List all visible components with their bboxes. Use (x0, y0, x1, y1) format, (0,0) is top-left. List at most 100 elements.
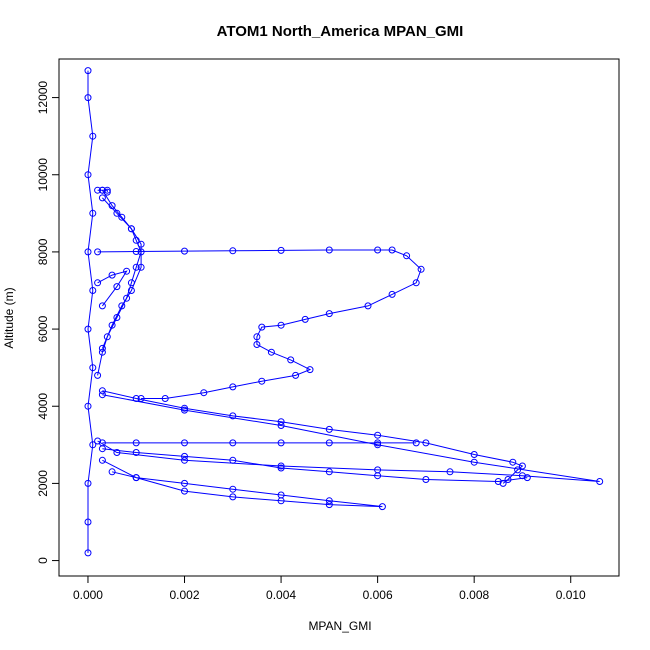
data-point (325, 439, 333, 447)
data-point (325, 310, 333, 318)
data-point (417, 265, 425, 273)
data-point (181, 439, 188, 447)
series-line (102, 459, 383, 508)
data-point (103, 333, 111, 341)
data-point (94, 186, 102, 194)
data-point (113, 283, 121, 291)
data-point (374, 441, 382, 449)
series-line (97, 270, 128, 307)
x-tick-label: 0.006 (363, 588, 393, 602)
data-point (325, 501, 333, 509)
series-11 (94, 267, 131, 310)
data-point (277, 491, 285, 499)
data-point (229, 247, 237, 255)
data-point (98, 387, 106, 395)
data-point (200, 389, 208, 397)
data-point (287, 356, 295, 364)
data-point (98, 344, 106, 352)
x-axis: 0.000 0.002 0.004 0.006 0.008 0.010 (73, 575, 586, 602)
data-point (325, 246, 333, 254)
data-point (132, 248, 140, 255)
data-point (378, 503, 386, 511)
data-point (89, 287, 97, 294)
x-axis-label: MPAN_GMI (308, 619, 371, 633)
series-3 (98, 387, 526, 487)
series-line (97, 249, 422, 399)
series-4 (94, 391, 604, 485)
data-point (84, 518, 92, 526)
y-tick-label: 8000 (36, 238, 50, 265)
data-point (108, 271, 116, 279)
data-point (108, 321, 116, 329)
data-point (84, 479, 92, 487)
data-point (118, 302, 126, 310)
data-point (374, 439, 382, 447)
data-point (446, 468, 454, 476)
data-point (103, 188, 111, 196)
y-tick-label: 2000 (36, 470, 50, 497)
data-point (132, 263, 140, 271)
data-point (98, 391, 106, 399)
x-tick-label: 0.002 (170, 588, 200, 602)
data-point (132, 474, 140, 482)
data-point (94, 437, 102, 445)
data-point (98, 439, 106, 447)
data-point (229, 439, 237, 447)
data-point (494, 478, 502, 485)
series-2 (94, 246, 425, 402)
data-point (229, 485, 237, 493)
data-point (103, 186, 111, 194)
series-line (87, 70, 94, 553)
data-point (277, 422, 285, 429)
data-point (470, 458, 478, 466)
data-point (137, 263, 145, 271)
data-point (229, 412, 237, 420)
data-point (118, 213, 126, 221)
data-point (518, 462, 526, 470)
data-point (181, 487, 188, 495)
data-point (229, 493, 237, 501)
data-point (98, 194, 106, 202)
series-10 (94, 186, 111, 196)
data-point (422, 439, 430, 447)
data-point (258, 323, 266, 331)
data-point (509, 458, 517, 466)
data-point (374, 246, 382, 254)
data-point (84, 248, 92, 256)
data-point (596, 478, 604, 485)
series-line (101, 197, 142, 349)
data-point (84, 67, 92, 75)
series-line (97, 394, 600, 482)
data-point (403, 252, 411, 260)
data-point (94, 248, 102, 256)
data-point (123, 294, 131, 302)
data-point (253, 333, 261, 341)
data-point (374, 472, 382, 480)
data-point (113, 314, 121, 321)
data-point (277, 246, 285, 254)
data-point (253, 341, 261, 348)
series-6 (98, 456, 386, 511)
data-point (412, 439, 420, 447)
y-tick-label: 0 (36, 557, 50, 564)
data-point (277, 462, 285, 470)
x-tick-label: 0.004 (266, 588, 296, 602)
series-layer (84, 67, 604, 557)
data-point (132, 449, 140, 456)
series-9 (98, 194, 145, 352)
y-axis-label: Altitude (m) (2, 287, 16, 348)
data-point (113, 209, 121, 217)
data-point (98, 348, 106, 356)
data-point (388, 246, 396, 254)
data-point (277, 464, 285, 472)
data-point (325, 497, 333, 505)
series-line (102, 448, 528, 483)
series-line (102, 390, 524, 484)
data-point (523, 474, 531, 482)
data-point (94, 371, 102, 379)
data-point (98, 456, 106, 464)
data-point (325, 425, 333, 433)
data-point (113, 449, 121, 456)
x-tick-label: 0.000 (73, 588, 103, 602)
data-point (98, 302, 106, 310)
